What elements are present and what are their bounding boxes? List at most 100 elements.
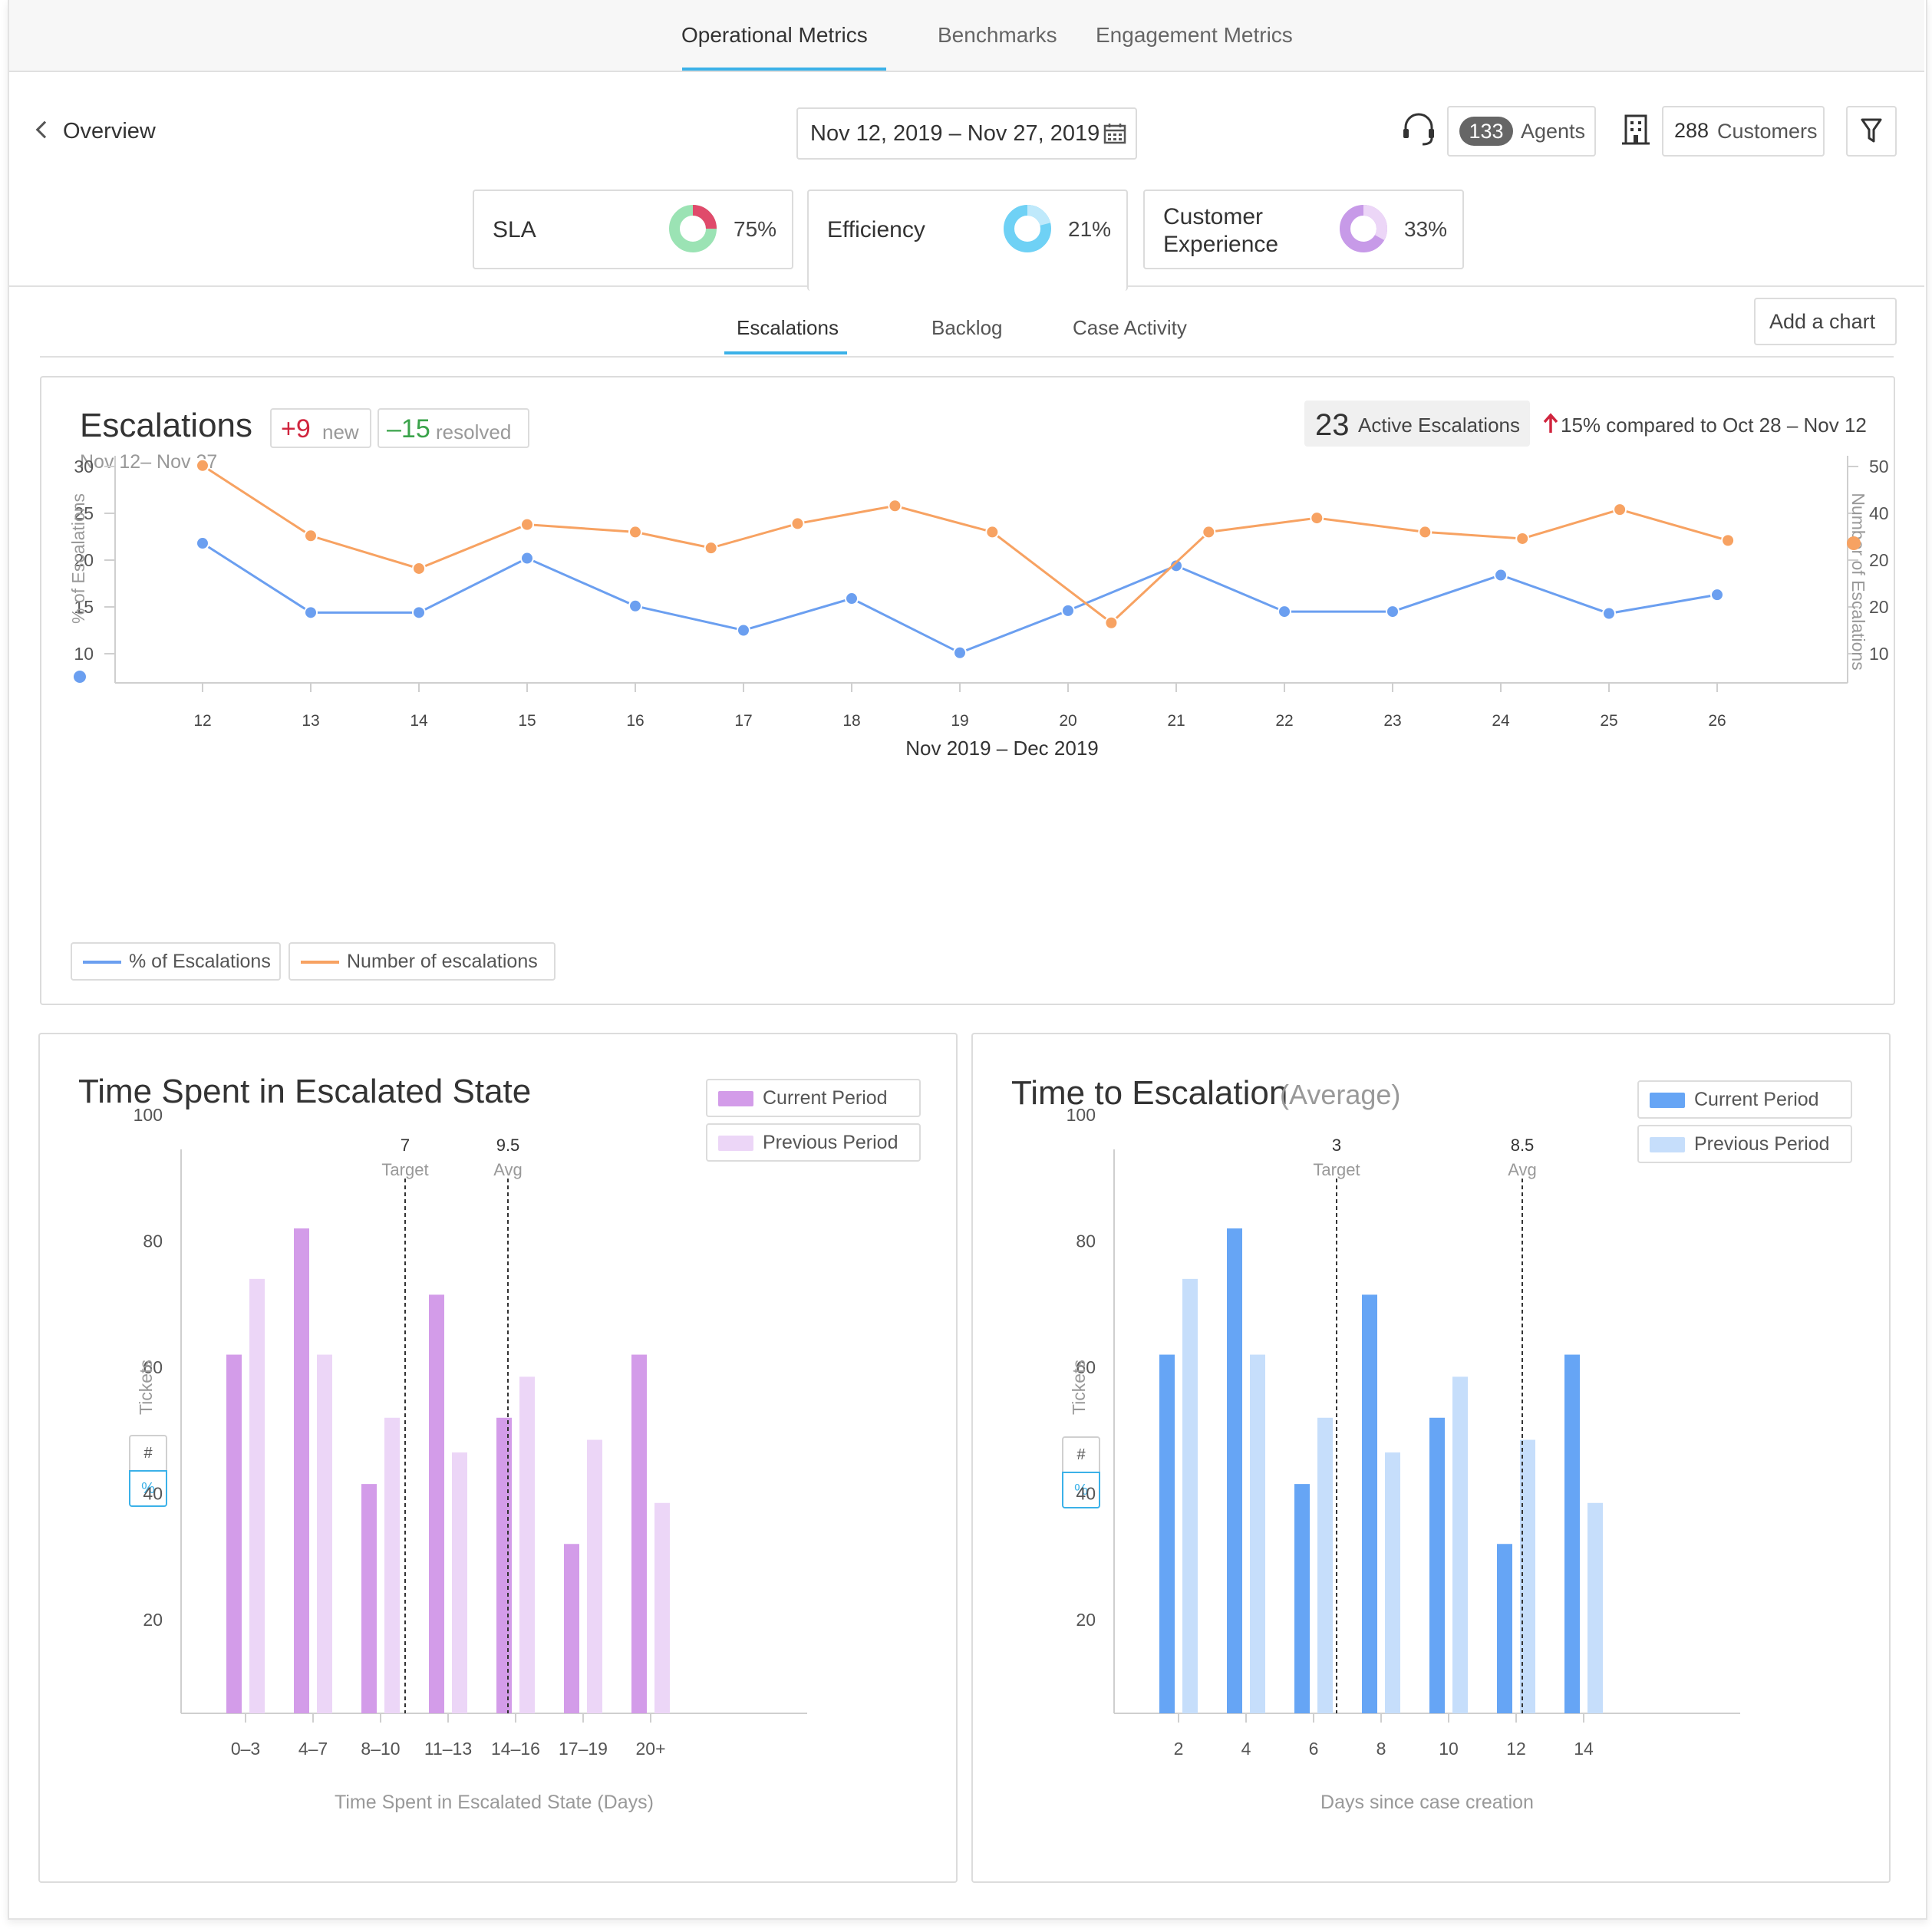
x-tick-label: 21 [1167, 712, 1185, 730]
x-tick-label: 6 [1309, 1739, 1319, 1759]
pct-escalations-point [196, 536, 209, 551]
pct-escalations-line [202, 542, 1718, 654]
current-period-bar [1159, 1354, 1175, 1713]
pct-escalations-point [628, 598, 642, 613]
x-tick-label: 4 [1241, 1739, 1251, 1759]
y-tick-label-left: 25 [74, 503, 94, 523]
x-axis-title: Days since case creation [1320, 1792, 1534, 1813]
time-spent-bar-chart: 20 40 60 80 100 0–3 4–7 8–10 11–13 14–16 17–19 20+ 7… [134, 1105, 807, 1813]
y-tick-label: 80 [1076, 1231, 1096, 1251]
agents-filter-chip[interactable]: 133 Agents [1447, 106, 1596, 157]
kpi-value-customer-experience: 33% [1404, 217, 1448, 241]
number-escalations-point [628, 525, 642, 539]
pct-escalations-point [737, 623, 750, 638]
previous-period-bar [1385, 1452, 1400, 1713]
target-label: Target [381, 1160, 428, 1179]
previous-period-bar [452, 1452, 467, 1713]
number-escalations-point [1721, 533, 1736, 548]
active-escalations-count: 23 [1315, 408, 1350, 442]
tab-engagement-metrics[interactable]: Engagement Metrics [1096, 23, 1293, 47]
legend-num-label: Number of escalations [347, 951, 538, 972]
pct-escalations-point [1278, 605, 1291, 619]
number-escalations-point [520, 517, 534, 532]
y-axis-title: Tickets [1069, 1360, 1089, 1415]
subtab-backlog[interactable]: Backlog [931, 316, 1003, 339]
current-period-bar [1564, 1354, 1580, 1713]
previous-period-bar [1317, 1417, 1333, 1713]
legend-pct-escalations[interactable]: % of Escalations [71, 942, 281, 981]
current-period-bar [361, 1484, 377, 1713]
legend-current-period-purple[interactable]: Current Period [706, 1079, 921, 1117]
number-escalations-point [888, 499, 902, 513]
x-axis-title: Time Spent in Escalated State (Days) [335, 1792, 654, 1813]
pct-escalations-point [412, 605, 426, 620]
sla-donut-chart [669, 205, 717, 252]
filter-button[interactable] [1846, 106, 1897, 157]
legend-current-label: Current Period [763, 1087, 888, 1109]
x-tick-label: 14 [410, 712, 428, 730]
kpi-label-customer-experience: Customer Experience [1163, 204, 1279, 257]
y-axis-title: Tickets [136, 1360, 156, 1415]
kpi-card-sla[interactable]: SLA 75% [473, 190, 793, 269]
chevron-left-icon [35, 120, 54, 139]
previous-period-bar [317, 1354, 332, 1713]
escalations-line-chart: 10 15 20 25 30 10 20 20 40 50 12 13 14 15 16 17 18 19 20 21… [68, 456, 1889, 760]
previous-period-bar [1587, 1502, 1603, 1713]
legend-line-orange [301, 961, 339, 964]
funnel-icon [1861, 118, 1882, 143]
x-tick-label: 13 [302, 712, 319, 730]
current-period-bar [1362, 1294, 1377, 1713]
target-label: Target [1313, 1160, 1360, 1179]
y-tick-label: 40 [1076, 1483, 1096, 1503]
pct-escalations-point [1710, 588, 1724, 602]
escalations-period: Nov 12– Nov 27 [80, 451, 218, 473]
legend-previous-period-blue[interactable]: Previous Period [1637, 1125, 1852, 1163]
subtab-escalations[interactable]: Escalations [737, 316, 839, 339]
tab-operational-metrics[interactable]: Operational Metrics [681, 23, 868, 47]
new-escalations-label: new [322, 420, 359, 443]
tab-benchmarks[interactable]: Benchmarks [938, 23, 1057, 47]
add-chart-button[interactable]: Add a chart [1754, 298, 1897, 345]
x-tick-label: 26 [1708, 712, 1726, 730]
legend-current-period-blue[interactable]: Current Period [1637, 1080, 1852, 1119]
current-period-bar [631, 1354, 647, 1713]
efficiency-donut-chart [1004, 205, 1051, 252]
number-escalations-point [1202, 525, 1216, 539]
escalations-title: Escalations [80, 407, 253, 444]
active-escalations-chip: 23 Active Escalations [1304, 401, 1530, 447]
kpi-card-efficiency[interactable]: Efficiency 21% [807, 190, 1128, 291]
legend-current-label: Current Period [1694, 1089, 1819, 1110]
customers-filter-chip[interactable]: 288 Customers [1662, 106, 1825, 157]
resolved-escalations-badge: –15 resolved [377, 408, 529, 448]
toggle-count-button[interactable]: # [1062, 1436, 1100, 1473]
y-axis-title-right: Number of Escalations [1848, 493, 1868, 670]
target-value-label: 7 [401, 1136, 410, 1155]
subtab-divider [40, 356, 1894, 358]
toggle-count-button[interactable]: # [129, 1435, 167, 1472]
toggle-percent-button[interactable]: % [129, 1470, 167, 1507]
kpi-card-customer-experience[interactable]: Customer Experience 33% [1143, 190, 1464, 269]
date-range-picker[interactable]: Nov 12, 2019 – Nov 27, 2019 [796, 107, 1137, 160]
subtab-case-activity[interactable]: Case Activity [1073, 316, 1187, 339]
legend-previous-label: Previous Period [763, 1132, 898, 1153]
current-period-bar [1227, 1228, 1242, 1713]
x-tick-label: 11–13 [424, 1739, 472, 1759]
legend-number-escalations[interactable]: Number of escalations [288, 942, 556, 981]
headset-icon [1403, 113, 1434, 146]
x-tick-label: 12 [193, 712, 211, 730]
number-escalations-point [985, 525, 1000, 539]
legend-previous-label: Previous Period [1694, 1133, 1830, 1155]
x-tick-label: 15 [518, 712, 536, 730]
legend-swatch [1650, 1137, 1685, 1152]
x-tick-label: 8 [1376, 1739, 1386, 1759]
pct-escalations-point [304, 605, 318, 620]
toggle-percent-button[interactable]: % [1062, 1472, 1100, 1508]
previous-period-bar [519, 1376, 535, 1713]
current-period-bar [1497, 1544, 1512, 1713]
back-to-overview-link[interactable]: Overview [35, 119, 156, 144]
previous-period-bar [1250, 1354, 1265, 1713]
current-period-bar [564, 1544, 579, 1713]
legend-previous-period-purple[interactable]: Previous Period [706, 1123, 921, 1162]
average-label: Avg [493, 1160, 523, 1179]
customers-label: Customers [1717, 120, 1818, 143]
